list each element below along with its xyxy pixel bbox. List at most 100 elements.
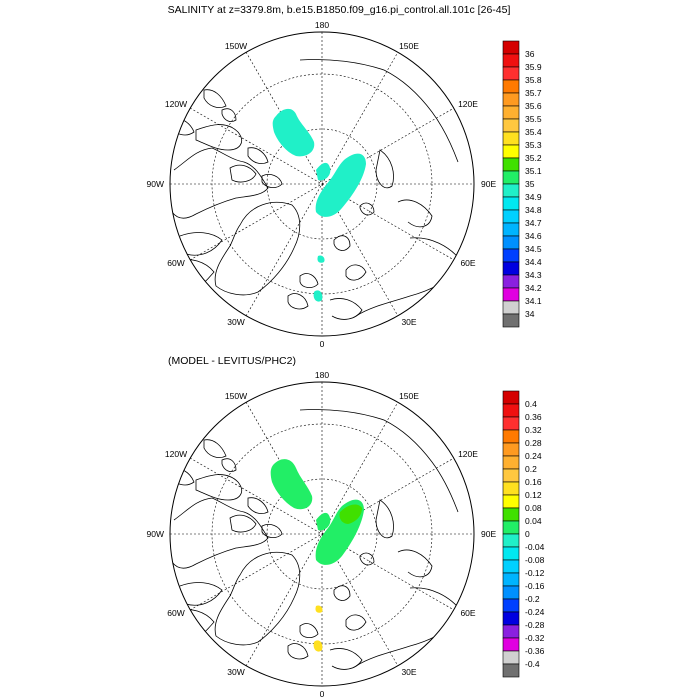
difference-colorbar-swatch — [502, 663, 520, 678]
difference-colorbar-tick-label: -0.2 — [525, 594, 540, 604]
salinity-field — [272, 108, 366, 302]
lon-label-150e: 150E — [399, 391, 419, 401]
lon-label-120w: 120W — [165, 449, 187, 459]
salinity-colorbar-swatch — [502, 170, 520, 185]
salinity-colorbar-swatch — [502, 157, 520, 172]
salinity-colorbar-tick-label: 35.2 — [525, 153, 542, 163]
difference-subtitle: (MODEL - LEVITUS/PHC2) — [168, 355, 296, 367]
lon-label-30w: 30W — [227, 667, 244, 677]
salinity-colorbar-tick-label: 35.5 — [525, 114, 542, 124]
lon-label-0: 0 — [320, 339, 325, 349]
lon-label-60w: 60W — [167, 258, 184, 268]
difference-colorbar-swatch — [502, 494, 520, 509]
difference-field — [270, 459, 364, 652]
lon-label-90w: 90W — [147, 529, 164, 539]
difference-colorbar-swatch — [502, 650, 520, 665]
salinity-colorbar-tick-label: 35.1 — [525, 166, 542, 176]
salinity-colorbar-swatch — [502, 235, 520, 250]
salinity-colorbar-swatch — [502, 313, 520, 328]
salinity-colorbar-tick-label: 35.3 — [525, 140, 542, 150]
salinity-colorbar-tick-label: 35 — [525, 179, 535, 189]
difference-colorbar-tick-label: 0.08 — [525, 503, 542, 513]
salinity-colorbar-swatch — [502, 222, 520, 237]
salinity-colorbar-swatch — [502, 66, 520, 81]
coastlines — [170, 59, 463, 320]
salinity-colorbar-tick-label: 35.9 — [525, 62, 542, 72]
difference-colorbar-swatch — [502, 546, 520, 561]
longitude-labels: 180 0 90W 90E 150W 150E 120W 120E 60W 60… — [147, 370, 497, 699]
difference-colorbar-swatch — [502, 416, 520, 431]
salinity-colorbar-tick-label: 34.7 — [525, 218, 542, 228]
lon-label-60w: 60W — [167, 608, 184, 618]
salinity-colorbar-tick-label: 34.4 — [525, 257, 542, 267]
salinity-colorbar-swatch — [502, 79, 520, 94]
salinity-colorbar-tick-label: 34.5 — [525, 244, 542, 254]
difference-colorbar-tick-label: -0.28 — [525, 620, 545, 630]
salinity-colorbar-tick-label: 34 — [525, 309, 535, 319]
lon-label-0: 0 — [320, 689, 325, 699]
salinity-colorbar-tick-label: 34.9 — [525, 192, 542, 202]
difference-colorbar-tick-label: 0.32 — [525, 425, 542, 435]
difference-colorbar-swatch — [502, 559, 520, 574]
salinity-colorbar-tick-label: 34.3 — [525, 270, 542, 280]
map-boundary — [169, 381, 475, 687]
salinity-colorbar-tick-label: 34.8 — [525, 205, 542, 215]
salinity-colorbar-tick-label: 35.7 — [525, 88, 542, 98]
lon-label-120w: 120W — [165, 99, 187, 109]
salinity-colorbar-tick-label: 34.1 — [525, 296, 542, 306]
graticule — [170, 382, 474, 686]
lon-label-30e: 30E — [401, 317, 416, 327]
salinity-colorbar-swatch — [502, 274, 520, 289]
difference-colorbar-swatch — [502, 637, 520, 652]
difference-colorbar-tick-label: 0.16 — [525, 477, 542, 487]
salinity-colorbar-swatch — [502, 287, 520, 302]
difference-colorbar-swatch — [502, 481, 520, 496]
lon-label-90w: 90W — [147, 179, 164, 189]
difference-colorbar-tick-label: -0.04 — [525, 542, 545, 552]
salinity-colorbar-swatch — [502, 209, 520, 224]
difference-colorbar-tick-label: 0.04 — [525, 516, 542, 526]
difference-colorbar-tick-label: -0.12 — [525, 568, 545, 578]
difference-colorbar-swatch — [502, 455, 520, 470]
lon-label-90e: 90E — [481, 529, 496, 539]
difference-colorbar-swatch — [502, 624, 520, 639]
salinity-colorbar-tick-label: 36 — [525, 49, 535, 59]
salinity-colorbar: 36 35.9 35.8 35.7 35.6 35.5 35.4 35.3 35.2 35.1 35… — [502, 40, 542, 328]
difference-colorbar-swatch — [502, 403, 520, 418]
lon-label-150w: 150W — [225, 41, 247, 51]
longitude-labels: 180 0 90W 90E 150W 150E 120W 120E 60W 60… — [147, 20, 497, 349]
difference-colorbar-swatch — [502, 507, 520, 522]
lon-label-150e: 150E — [399, 41, 419, 51]
map-boundary — [169, 31, 475, 337]
salinity-colorbar-swatch — [502, 248, 520, 263]
coastlines — [170, 409, 463, 670]
salinity-colorbar-swatch — [502, 183, 520, 198]
difference-colorbar-tick-label: 0.28 — [525, 438, 542, 448]
difference-colorbar-tick-label: -0.4 — [525, 659, 540, 669]
lon-label-150w: 150W — [225, 391, 247, 401]
difference-colorbar-swatch — [502, 390, 520, 405]
difference-colorbar-swatch — [502, 598, 520, 613]
salinity-colorbar-tick-label: 34.2 — [525, 283, 542, 293]
salinity-colorbar-swatch — [502, 144, 520, 159]
lon-label-60e: 60E — [460, 258, 475, 268]
salinity-colorbar-tick-label: 35.4 — [525, 127, 542, 137]
difference-colorbar-tick-label: 0 — [525, 529, 530, 539]
lon-label-120e: 120E — [458, 99, 478, 109]
salinity-colorbar-swatch — [502, 261, 520, 276]
graticule — [170, 32, 474, 336]
salinity-colorbar-swatch — [502, 118, 520, 133]
lon-label-30e: 30E — [401, 667, 416, 677]
salinity-colorbar-swatch — [502, 300, 520, 315]
difference-colorbar-swatch — [502, 533, 520, 548]
salinity-polar-map: 180 0 90W 90E 150W 150E 120W 120E 60W 60… — [147, 20, 497, 349]
salinity-colorbar-tick-label: 34.6 — [525, 231, 542, 241]
difference-colorbar-swatch — [502, 572, 520, 587]
figure-title: SALINITY at z=3379.8m, b.e15.B1850.f09_g… — [168, 4, 511, 16]
difference-polar-map: 180 0 90W 90E 150W 150E 120W 120E 60W 60… — [147, 370, 497, 699]
lon-label-120e: 120E — [458, 449, 478, 459]
difference-colorbar-swatch — [502, 442, 520, 457]
salinity-colorbar-swatch — [502, 196, 520, 211]
difference-colorbar-tick-label: -0.08 — [525, 555, 545, 565]
